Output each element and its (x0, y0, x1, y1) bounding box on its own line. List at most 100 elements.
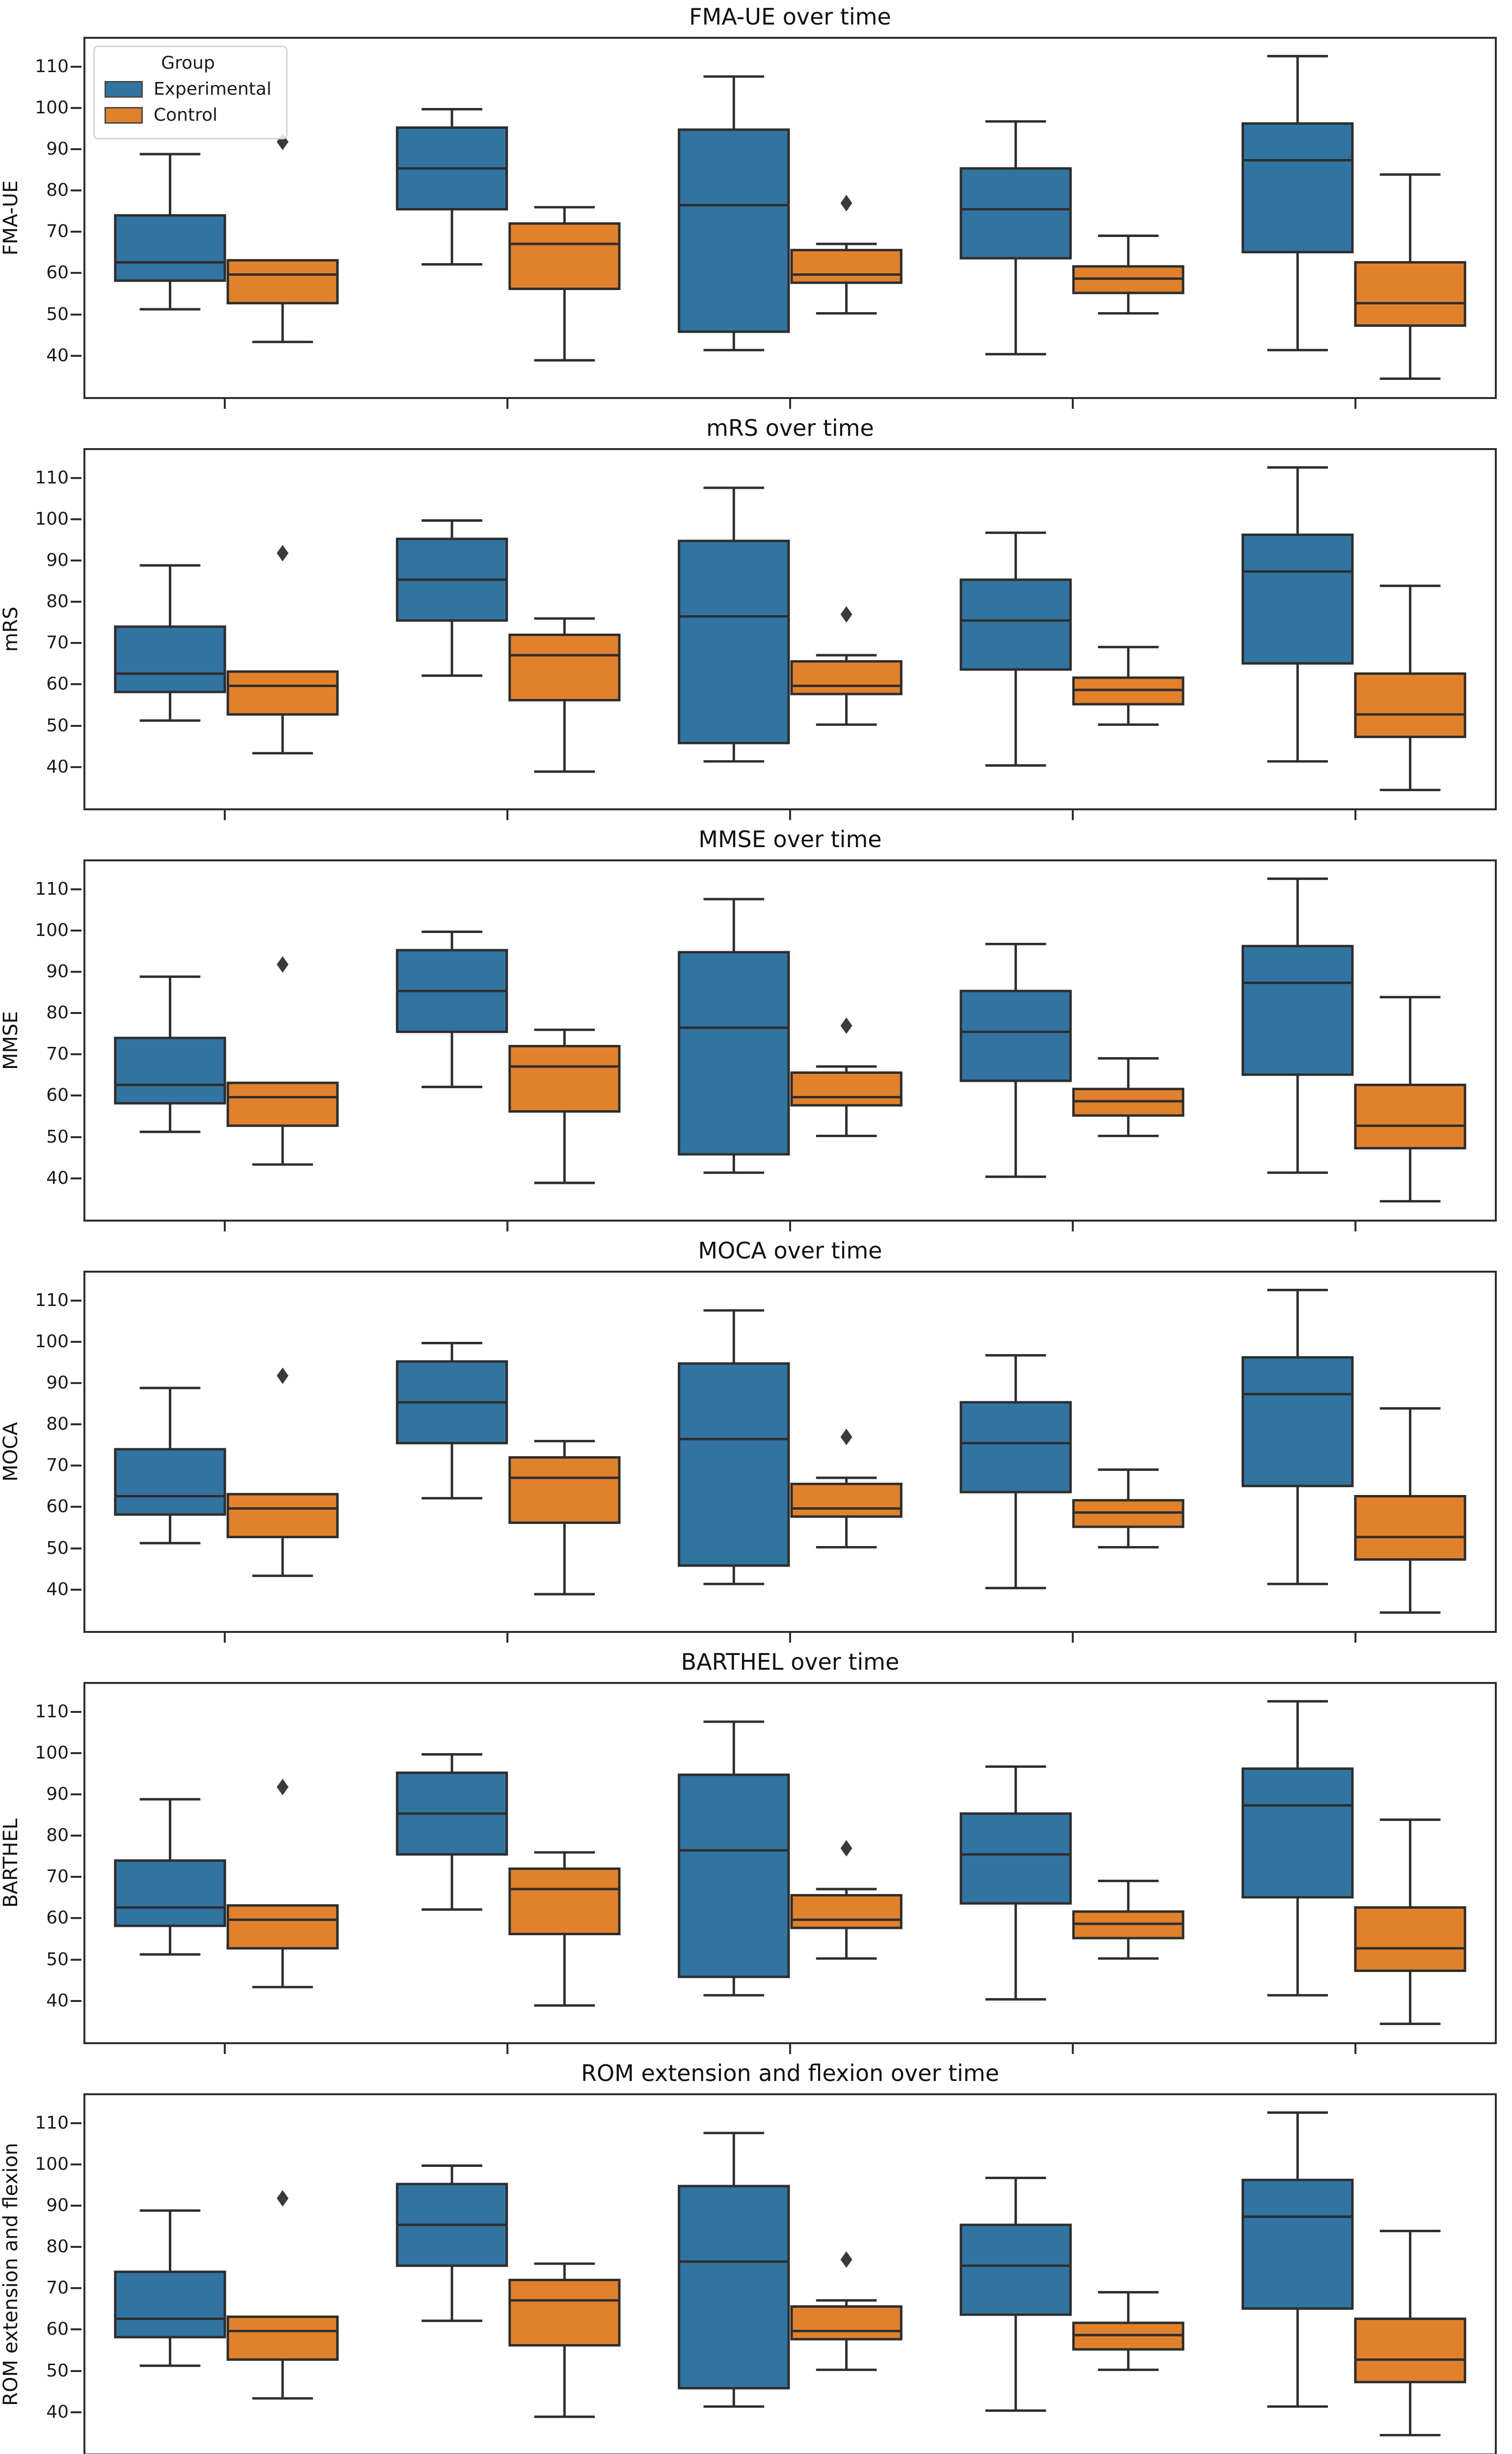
x-tick-mark (506, 1222, 508, 1231)
box-control-week-1 (508, 206, 621, 362)
box-control-week-1 (508, 2262, 621, 2418)
subplot-moca: MOCA over time MOCA 40 50 60 70 80 90 100 110 (0, 1238, 1497, 1643)
box-control-week-2 (790, 1429, 902, 1548)
y-tick-label: 60 (46, 2319, 69, 2340)
y-tick-mark (71, 560, 81, 562)
box-control-week-4 (1354, 2230, 1466, 2437)
plot-area (83, 448, 1497, 810)
box-control-week-0 (226, 956, 339, 1166)
y-tick-label: 80 (46, 1825, 69, 1846)
box-control-week-1 (508, 1028, 621, 1184)
box-experimental-week-4 (1241, 877, 1354, 1174)
box-experimental-week-4 (1241, 54, 1354, 351)
box-control-week-4 (1354, 1818, 1466, 2026)
y-tick-label: 100 (35, 1332, 69, 1352)
y-tick-mark (71, 1752, 81, 1755)
y-tick-mark (71, 1835, 81, 1837)
box-experimental-week-1 (396, 1753, 508, 1911)
x-tick-mark (1354, 1633, 1356, 1643)
outlier-diamond-icon (276, 1367, 289, 1384)
y-tick-label: 40 (46, 1990, 69, 2011)
y-tick-label: 70 (46, 1044, 69, 1065)
box-control-week-3 (1072, 1468, 1185, 1548)
y-tick-label: 40 (46, 756, 69, 777)
box-experimental-week-4 (1241, 2111, 1354, 2408)
y-tick-mark (71, 1876, 81, 1878)
box-experimental-week-3 (959, 2176, 1072, 2412)
y-tick-label: 110 (35, 467, 69, 488)
y-tick-label: 100 (35, 98, 69, 118)
y-tick-mark (71, 766, 81, 768)
y-tick-label: 70 (46, 633, 69, 653)
y-tick-mark (71, 1341, 81, 1343)
x-tick-mark (1072, 399, 1074, 409)
box-control-week-4 (1354, 1407, 1466, 1614)
plot-area (83, 1271, 1497, 1633)
y-tick-label: 60 (46, 1085, 69, 1106)
y-tick-mark (71, 148, 81, 151)
box-control-week-2 (790, 2251, 902, 2371)
y-tick-label: 40 (46, 2401, 69, 2422)
x-tick-mark (1354, 1222, 1356, 1231)
x-tick-mark (1354, 810, 1356, 820)
box-experimental-week-0 (114, 2209, 226, 2367)
x-tick-mark (1072, 1222, 1074, 1231)
outlier-diamond-icon (840, 1017, 852, 1034)
outlier-diamond-icon (276, 2190, 289, 2207)
box-experimental-week-2 (678, 1720, 790, 1997)
y-tick-label: 80 (46, 180, 69, 201)
box-control-week-1 (508, 1440, 621, 1596)
subplot-rom-extension-and-flexion: ROM extension and flexion over time ROM e… (0, 2061, 1497, 2454)
y-tick-mark (71, 1299, 81, 1302)
y-tick-mark (71, 1506, 81, 1508)
plot-area (83, 859, 1497, 1222)
y-tick-label: 90 (46, 1373, 69, 1393)
y-tick-label: 90 (46, 550, 69, 571)
y-tick-mark (71, 601, 81, 603)
box-control-week-3 (1072, 1057, 1185, 1137)
y-tick-mark (71, 1588, 81, 1591)
x-tick-mark (224, 1633, 226, 1643)
box-control-week-3 (1072, 645, 1185, 726)
plot-area (83, 1682, 1497, 2044)
subplot-mrs: mRS over time mRS 40 50 60 70 80 90 100 110 (0, 416, 1497, 820)
y-tick-label: 40 (46, 345, 69, 366)
box-experimental-week-1 (396, 931, 508, 1089)
box-experimental-week-3 (959, 120, 1072, 356)
box-experimental-week-2 (678, 75, 790, 351)
box-control-week-0 (226, 2190, 339, 2400)
box-experimental-week-4 (1241, 1288, 1354, 1585)
y-tick-label: 50 (46, 1949, 69, 1970)
y-tick-mark (71, 1423, 81, 1426)
x-tick-mark (506, 810, 508, 820)
box-control-week-4 (1354, 585, 1466, 792)
y-tick-mark (71, 2000, 81, 2002)
box-experimental-week-3 (959, 942, 1072, 1178)
subplot-title: MOCA over time (698, 1237, 882, 1264)
y-tick-label: 50 (46, 1126, 69, 1147)
y-tick-mark (71, 683, 81, 686)
x-tick-mark (1072, 1633, 1074, 1643)
outlier-diamond-icon (276, 545, 289, 561)
legend-entry-experimental: Experimental (105, 79, 271, 99)
box-experimental-week-1 (396, 519, 508, 677)
y-tick-label: 50 (46, 715, 69, 736)
subplot-title: MMSE over time (698, 826, 882, 853)
outlier-diamond-icon (840, 2251, 852, 2268)
subplot-title: FMA-UE over time (689, 3, 891, 30)
y-tick-mark (71, 2122, 81, 2124)
boxplot-svg (114, 2111, 1466, 2437)
y-tick-label: 70 (46, 1867, 69, 1887)
y-tick-mark (71, 189, 81, 192)
box-control-week-3 (1072, 2291, 1185, 2371)
plot-area (83, 2093, 1497, 2454)
y-tick-mark (71, 930, 81, 932)
box-experimental-week-2 (678, 1309, 790, 1585)
y-tick-label: 70 (46, 2278, 69, 2298)
y-tick-mark (71, 1958, 81, 1961)
x-tick-mark (789, 1222, 791, 1231)
y-tick-mark (71, 888, 81, 890)
box-control-week-0 (226, 1367, 339, 1577)
x-tick-mark (789, 810, 791, 820)
